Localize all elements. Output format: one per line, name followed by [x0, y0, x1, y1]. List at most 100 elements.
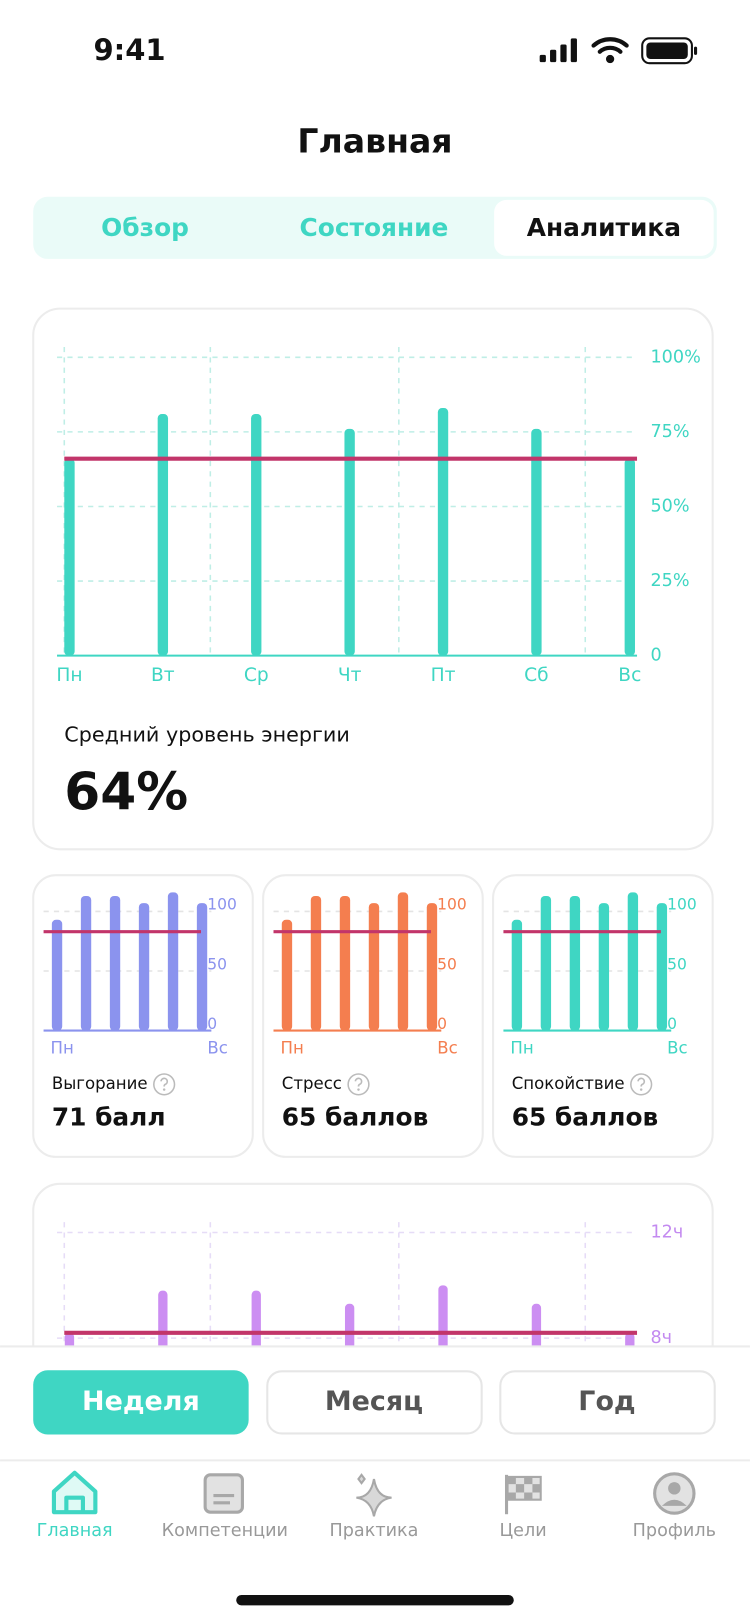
bar	[368, 903, 380, 1031]
x-tick-label: Пн	[51, 1039, 74, 1058]
y-tick-label: 12ч	[651, 1223, 684, 1243]
metric-score: 65 баллов	[282, 1103, 429, 1132]
y-tick-label: 0	[207, 1015, 217, 1033]
tab-active[interactable]: Аналитика	[527, 213, 681, 242]
period-button[interactable]	[266, 1370, 483, 1435]
period-label[interactable]: Неделя	[82, 1386, 200, 1417]
chart: 0 50 100 Пн Вс	[273, 892, 467, 1058]
wifi-icon	[591, 37, 629, 64]
x-tick-label: Ср	[244, 665, 269, 686]
nav-label-active[interactable]: Главная	[37, 1521, 113, 1541]
vertical-grid	[63, 1222, 587, 1347]
charts: 0 25% 50% 75% 100% Пн Вт Ср Чт Пт Сб Вс Средний уров…	[43, 347, 701, 1348]
x-tick-label: Вс	[667, 1039, 687, 1058]
help-dot	[162, 1088, 166, 1091]
help-dot	[639, 1088, 643, 1091]
x-tick-label: Вс	[207, 1039, 227, 1058]
period-button-active[interactable]	[33, 1370, 249, 1435]
chart: 0 50 100 Пн Вс	[503, 892, 697, 1058]
help-glyph	[637, 1077, 646, 1087]
status-time: 9:41	[93, 33, 165, 67]
period-label[interactable]: Год	[578, 1386, 635, 1417]
metric-name: Выгорание	[52, 1074, 148, 1093]
nav-practice-icon[interactable]	[356, 1473, 392, 1517]
battery-icon	[641, 37, 698, 65]
chart: 0 50 100 Пн Вс	[43, 892, 237, 1058]
summary-value: 64%	[64, 762, 188, 822]
bar	[437, 408, 449, 656]
y-tick-label: 100	[667, 896, 697, 914]
bar	[511, 919, 523, 1031]
nav-label[interactable]: Компетенции	[162, 1521, 288, 1541]
help-glyph	[160, 1077, 169, 1087]
period-label[interactable]: Месяц	[325, 1386, 423, 1417]
bar	[80, 895, 92, 1031]
bar	[157, 413, 169, 656]
metric-name: Спокойствие	[512, 1074, 625, 1093]
x-tick-label: Пн	[280, 1039, 303, 1058]
bar	[339, 895, 351, 1031]
nav-label[interactable]: Профиль	[633, 1521, 716, 1541]
y-tick-label: 50	[207, 955, 227, 973]
metric-score: 71 балл	[52, 1103, 166, 1132]
help-icon[interactable]	[347, 1073, 370, 1096]
bar	[531, 1303, 542, 1347]
x-tick-label: Пн	[510, 1039, 533, 1058]
y-tick-label: 0	[667, 1015, 677, 1033]
nav-goals-icon[interactable]	[504, 1474, 542, 1515]
period-button[interactable]	[499, 1370, 716, 1435]
bar	[569, 895, 581, 1031]
bar	[624, 458, 635, 656]
y-tick-label: 50%	[651, 496, 690, 516]
bar	[51, 919, 63, 1031]
bar	[251, 413, 262, 656]
bar	[531, 428, 542, 656]
nav-label[interactable]: Практика	[330, 1521, 419, 1541]
chart: 8ч 12ч	[57, 1223, 684, 1348]
x-tick-label: Чт	[338, 665, 362, 686]
help-circle	[153, 1073, 176, 1096]
home-indicator	[236, 1595, 514, 1606]
bar	[310, 895, 322, 1031]
bar	[196, 903, 208, 1031]
tab[interactable]: Обзор	[101, 213, 189, 242]
y-tick-label: 0	[437, 1015, 447, 1033]
y-tick-label: 50	[437, 955, 457, 973]
summary-label: Средний уровень энергии	[64, 722, 350, 746]
help-circle	[630, 1073, 653, 1096]
page-title: Главная	[297, 121, 452, 160]
bar	[281, 919, 293, 1031]
nav-home-icon[interactable]	[51, 1470, 98, 1515]
y-tick-label: 100	[207, 896, 237, 914]
bar	[109, 895, 121, 1031]
x-tick-label: Вт	[151, 665, 175, 686]
y-tick-label: 8ч	[651, 1328, 673, 1348]
help-dot	[357, 1088, 360, 1091]
bar	[344, 428, 355, 656]
bar	[625, 1332, 635, 1347]
nav-profile-icon[interactable]	[653, 1472, 696, 1515]
signal-icon	[539, 38, 577, 63]
help-circle	[347, 1073, 370, 1096]
bar	[64, 458, 75, 656]
nav-competence-icon[interactable]	[203, 1473, 244, 1514]
bar	[397, 892, 409, 1031]
bar	[540, 895, 552, 1031]
y-tick-label: 50	[667, 955, 687, 973]
x-tick-label: Вс	[437, 1039, 457, 1058]
bar	[138, 903, 150, 1031]
tab[interactable]: Состояние	[300, 213, 449, 242]
help-icon[interactable]	[630, 1073, 653, 1096]
nav-label[interactable]: Цели	[500, 1521, 547, 1541]
y-tick-label: 100%	[651, 347, 701, 367]
x-tick-label: Сб	[524, 665, 548, 686]
energy-card	[32, 307, 714, 851]
y-tick-label: 100	[437, 896, 467, 914]
metric-score: 65 баллов	[512, 1103, 659, 1132]
help-icon[interactable]	[153, 1073, 176, 1096]
x-tick-label: Вс	[618, 665, 641, 686]
chart: 0 25% 50% 75% 100% Пн Вт Ср Чт Пт Сб Вс	[56, 347, 700, 685]
x-tick-label: Пн	[56, 665, 82, 686]
bar	[627, 892, 639, 1031]
